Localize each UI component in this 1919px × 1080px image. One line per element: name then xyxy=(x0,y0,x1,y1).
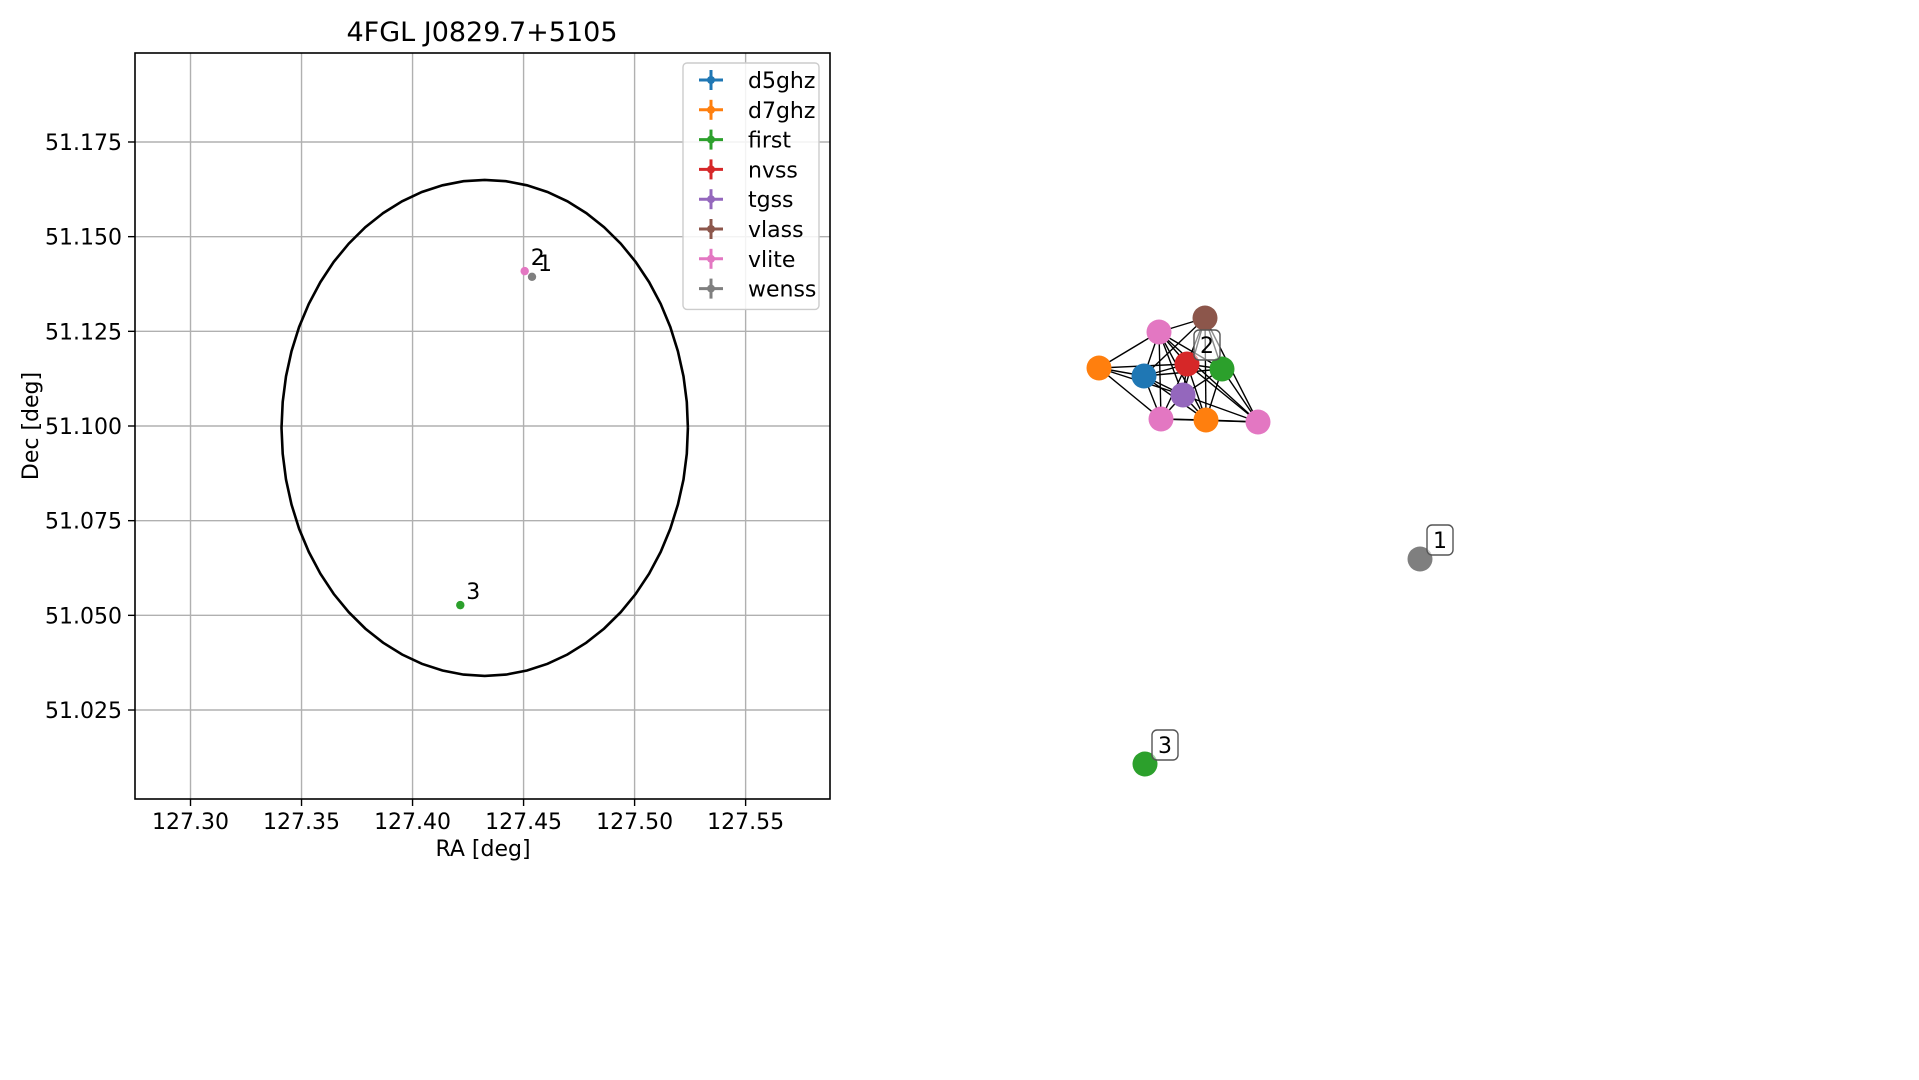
y-axis-label: Dec [deg] xyxy=(19,372,44,480)
network-label-box xyxy=(1426,524,1454,556)
legend-label: vlass xyxy=(748,218,804,243)
legend-marker-dot xyxy=(707,195,715,204)
network-node-l xyxy=(1132,751,1158,777)
network-label-box xyxy=(1151,729,1179,761)
x-tick-label: 127.30 xyxy=(152,810,229,835)
network-node-h xyxy=(1148,406,1174,432)
ellipse-outline xyxy=(280,178,690,678)
network-edge xyxy=(1186,363,1259,423)
network-node-e xyxy=(1174,351,1200,377)
network-edge xyxy=(1158,331,1259,423)
source-point-2 xyxy=(520,266,529,276)
legend: d5ghz d7ghz first nvss tgss vlass vlite wenss xyxy=(682,62,820,311)
source-point-label: 2 xyxy=(531,246,545,271)
y-tick-label: 51.125 xyxy=(45,320,122,345)
legend-marker-dot xyxy=(707,76,715,84)
network-label: 1 xyxy=(1433,529,1447,554)
network-edge xyxy=(1098,367,1162,420)
source-points: 21 3 xyxy=(456,246,552,610)
legend-entry-wenss: wenss xyxy=(699,278,816,303)
x-tick-label: 127.55 xyxy=(707,810,784,835)
legend-label: wenss xyxy=(748,278,816,303)
y-tick-label: 51.175 xyxy=(45,131,122,156)
network-graph: 2 1 3 xyxy=(1086,305,1454,777)
source-point-label: 3 xyxy=(466,580,480,605)
x-axis-label: RA [deg] xyxy=(435,837,530,862)
network-node-c xyxy=(1086,355,1112,381)
legend-marker-dot xyxy=(707,105,715,114)
network-label-box xyxy=(1193,329,1221,361)
x-tick-label: 127.50 xyxy=(596,810,673,835)
x-tick-label: 127.35 xyxy=(263,810,340,835)
legend-marker-dot xyxy=(707,254,715,263)
network-label: 2 xyxy=(1200,334,1214,359)
legend-label: first xyxy=(748,129,791,154)
source-point-3 xyxy=(456,600,465,610)
network-node-a xyxy=(1192,305,1218,331)
y-tick-label: 51.050 xyxy=(45,604,122,629)
network-label: 3 xyxy=(1158,734,1172,759)
source-point-1 xyxy=(527,272,537,281)
x-tick-label: 127.45 xyxy=(485,810,562,835)
source-point-label: 1 xyxy=(538,252,552,277)
network-node-j xyxy=(1245,409,1271,435)
legend-entry-d7ghz: d7ghz xyxy=(699,99,815,124)
axis-ticks: 127.30 127.35 127.40 127.45 127.50 127.55 51.0… xyxy=(45,131,784,835)
y-tick-label: 51.150 xyxy=(45,226,122,251)
legend-entry-nvss: nvss xyxy=(699,158,798,183)
legend-marker-dot xyxy=(707,165,715,174)
network-node-d xyxy=(1131,363,1157,389)
uncertainty-ellipse xyxy=(280,178,690,678)
x-tick-label: 127.40 xyxy=(374,810,451,835)
network-edge xyxy=(1182,394,1259,423)
network-node-k xyxy=(1407,546,1433,572)
legend-entry-d5ghz: d5ghz xyxy=(699,69,815,94)
legend-entry-vlass: vlass xyxy=(699,218,804,243)
legend-label: tgss xyxy=(748,188,794,213)
legend-marker-dot xyxy=(707,284,715,293)
legend-entry-vlite: vlite xyxy=(699,248,795,273)
legend-entry-tgss: tgss xyxy=(699,188,794,213)
network-edge xyxy=(1158,331,1207,421)
y-tick-label: 51.075 xyxy=(45,510,122,535)
legend-marker-dot xyxy=(707,135,715,144)
legend-label: d7ghz xyxy=(748,99,815,124)
legend-box xyxy=(682,62,820,311)
network-edge xyxy=(1158,331,1162,420)
network-node-i xyxy=(1193,407,1219,433)
network-node-b xyxy=(1146,319,1172,345)
network-node-f xyxy=(1209,356,1235,382)
legend-marker-dot xyxy=(707,225,715,233)
legend-label: vlite xyxy=(748,248,795,273)
legend-label: nvss xyxy=(748,158,798,183)
legend-entry-first: first xyxy=(699,129,791,154)
y-tick-label: 51.025 xyxy=(45,699,122,724)
legend-label: d5ghz xyxy=(748,69,815,94)
y-tick-label: 51.100 xyxy=(45,415,122,440)
chart-title: 4FGL J0829.7+5105 xyxy=(346,17,617,48)
network-node-g xyxy=(1170,382,1196,408)
